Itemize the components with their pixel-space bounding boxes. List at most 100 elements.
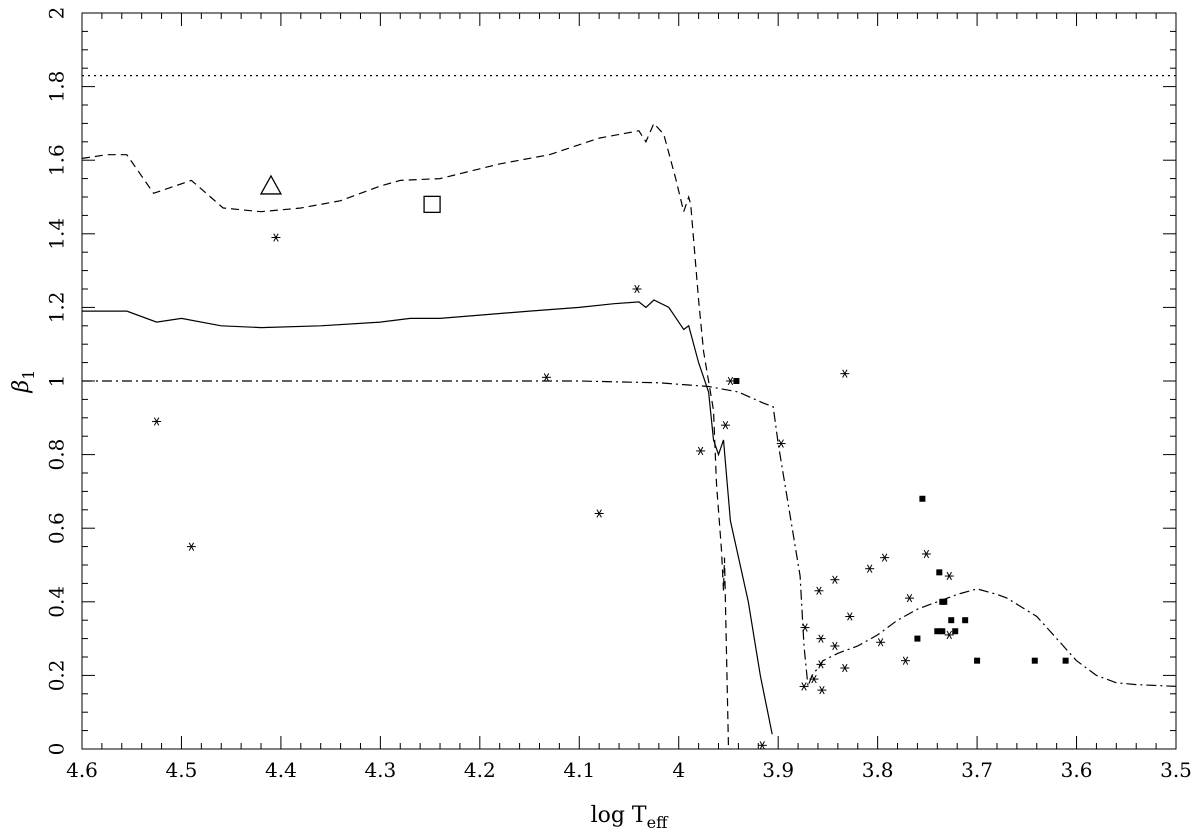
y-tick-label: 0 bbox=[45, 743, 69, 756]
asterisk-stroke bbox=[596, 509, 602, 518]
filled-square-point bbox=[936, 569, 943, 576]
asterisk-stroke bbox=[634, 284, 640, 294]
asterisk-stroke bbox=[923, 549, 930, 559]
x-tick-label: 3.9 bbox=[762, 758, 794, 782]
asterisk-point bbox=[816, 660, 826, 669]
y-axis-label: β1 bbox=[9, 370, 38, 394]
asterisk-stroke bbox=[832, 641, 838, 651]
y-tick-label: 1.4 bbox=[45, 218, 69, 250]
asterisk-point bbox=[541, 373, 551, 382]
asterisk-point bbox=[186, 542, 196, 551]
x-tick-label: 4.1 bbox=[563, 758, 595, 782]
filled-square-point bbox=[1031, 657, 1038, 664]
filled-square-point bbox=[914, 635, 921, 642]
asterisk-stroke bbox=[818, 660, 824, 669]
axis-ticks bbox=[81, 12, 1177, 750]
y-tick-label: 1 bbox=[45, 375, 69, 388]
asterisk-point bbox=[800, 623, 810, 632]
x-tick-label: 4.3 bbox=[364, 758, 396, 782]
x-axis-label: log Teff bbox=[591, 803, 670, 832]
asterisk-point bbox=[845, 612, 855, 621]
asterisk-point bbox=[900, 656, 910, 665]
filled-square-point bbox=[962, 617, 969, 624]
asterisk-stroke bbox=[778, 439, 784, 448]
asterisk-stroke bbox=[906, 593, 913, 603]
x-tick-label: 4 bbox=[672, 758, 685, 782]
y-tick-label: 2 bbox=[45, 7, 69, 20]
filled-square-point bbox=[948, 617, 955, 624]
asterisk-point bbox=[904, 593, 914, 603]
y-tick-label: 0.6 bbox=[45, 512, 69, 544]
asterisk-point bbox=[830, 575, 840, 584]
asterisk-point bbox=[880, 553, 890, 562]
asterisk-point bbox=[696, 446, 706, 456]
y-tick-label: 0.2 bbox=[45, 659, 69, 691]
series-line-dashdot bbox=[82, 380, 1177, 687]
asterisk-stroke bbox=[801, 682, 807, 691]
asterisk-stroke bbox=[842, 663, 848, 673]
tick-labels: 4.6 4.5 4.4 4.3 4.2 4.1 4 3.9 3.8 3.7 3.6 3.5 0 0.2 0.… bbox=[45, 7, 1192, 782]
x-tick-label: 4.5 bbox=[166, 758, 198, 782]
asterisk-stroke bbox=[722, 421, 729, 430]
y-tick-label: 0.4 bbox=[45, 586, 69, 618]
asterisk-point bbox=[814, 586, 824, 595]
asterisk-point bbox=[817, 685, 827, 695]
filled-square-point bbox=[939, 628, 946, 635]
markers bbox=[152, 174, 1069, 750]
open-square-point bbox=[423, 195, 441, 214]
asterisk-stroke bbox=[902, 656, 909, 665]
asterisk-stroke bbox=[866, 564, 873, 573]
asterisk-point bbox=[816, 634, 826, 643]
filled-square-point bbox=[941, 598, 948, 605]
x-tick-label: 3.8 bbox=[862, 758, 894, 782]
asterisk-point bbox=[921, 549, 931, 559]
filled-square-point bbox=[934, 628, 941, 635]
asterisk-point bbox=[776, 439, 786, 448]
series-line-dashed bbox=[81, 122, 730, 750]
asterisk-point bbox=[594, 509, 604, 518]
y-tick-label: 1.2 bbox=[45, 291, 69, 323]
series-line-solid bbox=[82, 299, 773, 735]
x-tick-label: 4.4 bbox=[265, 758, 297, 782]
x-tick-label: 4.2 bbox=[464, 758, 496, 782]
asterisk-point bbox=[271, 233, 281, 242]
asterisk-stroke bbox=[802, 623, 808, 632]
asterisk-stroke bbox=[727, 376, 734, 386]
filled-square-point bbox=[733, 378, 740, 384]
x-tick-label: 3.6 bbox=[1061, 758, 1093, 782]
asterisk-stroke bbox=[153, 417, 160, 426]
asterisk-point bbox=[944, 571, 954, 581]
asterisk-stroke bbox=[188, 542, 195, 551]
y-tick-label: 0.8 bbox=[45, 439, 69, 471]
asterisk-stroke bbox=[842, 369, 848, 378]
asterisk-stroke bbox=[697, 446, 704, 456]
asterisk-point bbox=[757, 741, 767, 750]
asterisk-point bbox=[865, 564, 875, 573]
x-tick-label: 3.5 bbox=[1160, 758, 1192, 782]
asterisk-stroke bbox=[819, 685, 825, 695]
filled-square-point bbox=[1062, 657, 1069, 664]
asterisk-point bbox=[944, 630, 954, 640]
asterisk-point bbox=[720, 421, 730, 430]
x-tick-label: 3.7 bbox=[961, 758, 993, 782]
asterisk-stroke bbox=[847, 612, 853, 621]
asterisk-point bbox=[840, 663, 850, 673]
asterisk-stroke bbox=[946, 630, 952, 640]
asterisk-point bbox=[809, 674, 819, 684]
asterisk-stroke bbox=[273, 233, 279, 242]
asterisk-stroke bbox=[881, 553, 888, 562]
asterisk-point bbox=[840, 369, 850, 378]
asterisk-stroke bbox=[946, 571, 952, 581]
asterisk-stroke bbox=[818, 634, 824, 643]
asterisk-stroke bbox=[811, 674, 817, 684]
open-triangle-point bbox=[259, 174, 283, 195]
curves bbox=[81, 75, 1177, 750]
filled-square-point bbox=[952, 628, 959, 635]
filled-square-point bbox=[919, 495, 926, 502]
asterisk-stroke bbox=[816, 586, 822, 595]
asterisk-stroke bbox=[759, 741, 765, 750]
asterisk-point bbox=[632, 284, 642, 294]
asterisk-point bbox=[152, 417, 162, 426]
